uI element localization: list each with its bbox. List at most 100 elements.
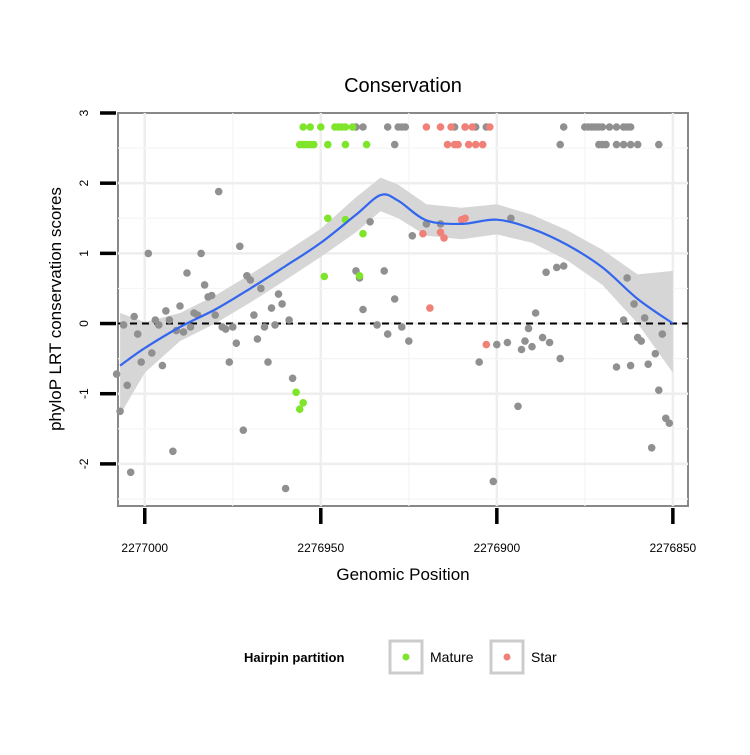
x-axis-label: Genomic Position — [336, 565, 469, 584]
point-star — [471, 140, 480, 149]
point-other — [602, 140, 610, 149]
point-other — [281, 484, 290, 493]
x-tick-label: 2276900 — [473, 541, 520, 555]
point-other — [655, 386, 663, 395]
point-mature — [317, 123, 325, 131]
point-other — [179, 328, 188, 336]
point-other — [503, 338, 512, 347]
point-other — [264, 358, 272, 366]
point-other — [148, 349, 156, 357]
point-other — [665, 419, 674, 428]
point-other — [197, 249, 205, 258]
point-other — [176, 302, 184, 310]
point-other — [271, 321, 279, 329]
legend-key-mature — [388, 639, 424, 675]
point-mature — [320, 272, 329, 281]
point-star — [436, 228, 445, 237]
point-other — [531, 309, 540, 317]
point-other — [524, 324, 533, 333]
point-other — [626, 140, 635, 149]
point-other — [542, 268, 550, 277]
point-other — [221, 325, 230, 333]
point-other — [359, 305, 367, 314]
point-other — [390, 140, 399, 149]
point-other — [383, 123, 392, 131]
point-other — [169, 447, 177, 456]
smooth-line — [119, 193, 674, 367]
point-other — [626, 361, 635, 370]
legend: Hairpin partition Mature Star — [244, 639, 557, 675]
point-other — [183, 269, 191, 277]
point-other — [137, 358, 145, 366]
point-other — [250, 311, 258, 319]
point-other — [623, 274, 631, 282]
point-star — [422, 123, 431, 131]
point-other — [239, 426, 248, 435]
legend-title: Hairpin partition — [244, 650, 344, 665]
legend-swatch-star — [503, 653, 511, 661]
point-star — [461, 214, 469, 223]
y-tick-label: 1 — [77, 250, 91, 257]
x-tick-label: 2276850 — [650, 541, 697, 555]
point-other — [274, 290, 283, 298]
confidence-ribbon — [120, 177, 673, 415]
point-other — [637, 337, 645, 345]
point-other — [246, 276, 255, 284]
point-other — [116, 407, 124, 416]
point-star — [464, 140, 473, 149]
point-other — [225, 358, 234, 366]
point-other — [155, 321, 163, 329]
point-other — [253, 335, 262, 343]
data-points — [112, 123, 674, 493]
point-mature — [295, 405, 304, 414]
point-other — [211, 311, 219, 319]
point-star — [482, 340, 491, 349]
point-other — [655, 140, 663, 149]
chart-title: Conservation — [344, 75, 462, 97]
point-other — [401, 123, 410, 131]
point-other — [521, 337, 529, 345]
point-mature — [299, 399, 308, 407]
point-other — [408, 232, 417, 240]
point-other — [651, 349, 660, 358]
legend-label-mature: Mature — [430, 649, 474, 665]
point-star — [461, 123, 469, 131]
point-other — [260, 323, 269, 331]
point-other — [126, 468, 135, 477]
point-other — [545, 338, 554, 347]
point-other — [405, 337, 413, 345]
point-other — [493, 340, 501, 349]
point-star — [419, 229, 427, 238]
point-mature — [324, 140, 332, 149]
point-other — [619, 316, 628, 324]
point-star — [426, 304, 434, 312]
point-mature — [299, 123, 308, 131]
point-other — [232, 339, 241, 348]
point-other — [517, 345, 526, 354]
x-tick-label: 2277000 — [121, 541, 168, 555]
point-other — [200, 281, 209, 289]
point-other — [229, 323, 237, 331]
point-other — [186, 323, 195, 331]
point-other — [538, 333, 547, 342]
point-other — [612, 140, 621, 149]
point-other — [640, 314, 649, 322]
point-star — [454, 140, 462, 149]
point-star — [486, 123, 494, 131]
y-tick-label: 0 — [77, 320, 91, 327]
y-tick-label: -2 — [77, 458, 91, 469]
point-mature — [362, 140, 371, 149]
point-other — [612, 123, 621, 131]
point-other — [390, 295, 399, 303]
point-other — [559, 123, 568, 131]
point-other — [489, 477, 498, 486]
point-other — [112, 370, 121, 378]
point-other — [619, 140, 628, 149]
point-other — [528, 342, 536, 351]
point-other — [207, 291, 216, 300]
point-other — [605, 123, 614, 131]
point-other — [644, 360, 652, 369]
x-tick-label: 2276950 — [297, 541, 344, 555]
point-other — [214, 187, 223, 196]
